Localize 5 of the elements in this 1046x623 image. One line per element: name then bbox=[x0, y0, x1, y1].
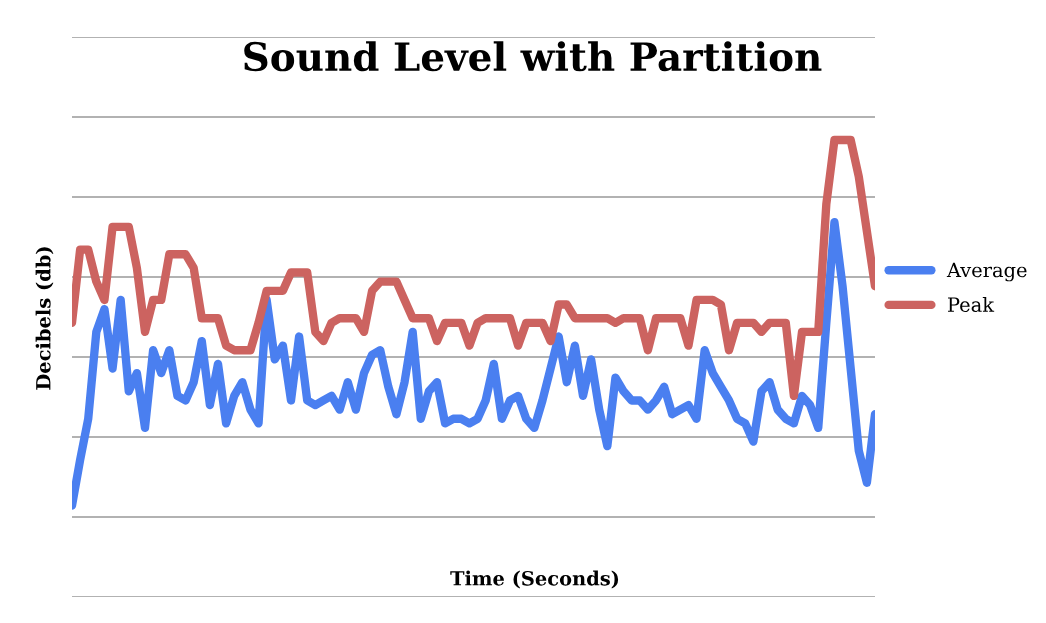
x-axis-title: Time (Seconds) bbox=[450, 570, 619, 589]
chart-title: Sound Level with Partition bbox=[244, 41, 822, 72]
legend-label: Peak bbox=[948, 296, 995, 312]
y-axis-title: Decibels (db) bbox=[35, 247, 54, 390]
legend-label: Average bbox=[946, 262, 1027, 282]
